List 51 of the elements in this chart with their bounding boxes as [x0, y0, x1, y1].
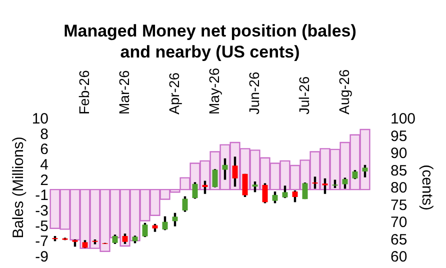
candlestick	[202, 180, 208, 195]
candlestick	[122, 232, 128, 246]
y-tick-label: -5	[35, 218, 48, 235]
x-tick-label: May-26	[206, 68, 222, 114]
candlestick	[362, 164, 368, 178]
y-tick-label: 2	[40, 172, 48, 189]
y-tick-label: -3	[35, 202, 48, 220]
y-tick-label: 6	[40, 141, 48, 158]
x-tick-label: Feb-26	[76, 70, 92, 114]
y2-tick-label: 75	[390, 196, 408, 214]
candlestick	[172, 212, 178, 228]
y-tick-label: 10	[32, 110, 48, 128]
y2-tick-label: 100	[390, 110, 416, 128]
candlestick	[112, 234, 118, 246]
candlestick	[232, 156, 238, 188]
y2-tick-label: 85	[390, 162, 408, 180]
y-tick-label: 8	[40, 126, 48, 143]
x-tick-label: Mar-26	[116, 70, 132, 114]
candlestick	[302, 181, 308, 200]
x-tick-label: Aug-26	[336, 69, 352, 114]
candlestick	[322, 177, 328, 195]
candlestick	[212, 168, 218, 188]
candlestick	[242, 172, 248, 198]
y2-axis-title: (cents)	[418, 164, 436, 210]
candlestick	[142, 222, 148, 238]
candlestick	[192, 181, 198, 200]
x-tick-label: Jul-26	[296, 76, 312, 114]
y-tick-label: -7	[35, 233, 48, 250]
candlestick	[222, 157, 228, 181]
y2-tick-label: 60	[390, 248, 408, 266]
y2-tick-label: 80	[390, 180, 408, 196]
y-tick-label: -9	[35, 248, 48, 266]
y2-tick-label: 65	[390, 231, 408, 248]
y2-tick-label: 95	[390, 128, 408, 145]
y2-tick-label: 90	[390, 145, 408, 162]
y-tick-label: -1	[35, 187, 48, 204]
y-axis-title: Bales (Millions)	[10, 136, 27, 238]
candlestick	[272, 190, 278, 204]
candlestick	[342, 176, 348, 190]
candlestick	[162, 215, 168, 232]
candlestick	[182, 195, 188, 213]
candlestick	[262, 182, 268, 204]
x-tick-label: Jun-26	[246, 71, 262, 114]
candlestick	[312, 176, 318, 190]
y2-tick-label: 70	[390, 214, 408, 231]
candlestick	[282, 184, 288, 200]
candlestick	[252, 180, 258, 194]
candlestick	[292, 189, 298, 204]
x-tick-label: Apr-26	[166, 72, 182, 114]
chart-title: Managed Money net position (bales) and nearby (US cents)	[64, 21, 356, 62]
y-tick-label: 4	[40, 156, 48, 174]
